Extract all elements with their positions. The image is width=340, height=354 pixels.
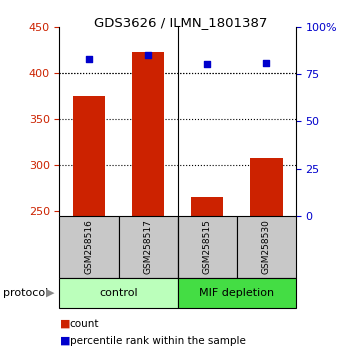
Text: percentile rank within the sample: percentile rank within the sample [70,336,245,346]
Point [204,62,210,67]
Bar [59,278,177,308]
Text: GSM258516: GSM258516 [85,219,94,274]
Bar [177,216,237,278]
Bar [119,216,177,278]
Text: GSM258515: GSM258515 [203,219,212,274]
Bar [191,198,223,216]
Text: protocol: protocol [3,288,49,298]
Text: MIF depletion: MIF depletion [199,288,274,298]
Text: ■: ■ [59,336,70,346]
Text: control: control [99,288,138,298]
Text: count: count [70,319,99,329]
Bar [237,216,296,278]
Point [86,56,92,62]
Bar [250,158,283,216]
Bar [132,52,164,216]
Text: GDS3626 / ILMN_1801387: GDS3626 / ILMN_1801387 [94,16,267,29]
Text: ▶: ▶ [46,288,54,298]
Text: GSM258517: GSM258517 [143,219,153,274]
Point [264,60,269,65]
Bar [59,216,119,278]
Bar [177,278,296,308]
Text: ■: ■ [59,319,70,329]
Text: GSM258530: GSM258530 [262,219,271,274]
Point [146,52,151,58]
Bar [73,96,105,216]
